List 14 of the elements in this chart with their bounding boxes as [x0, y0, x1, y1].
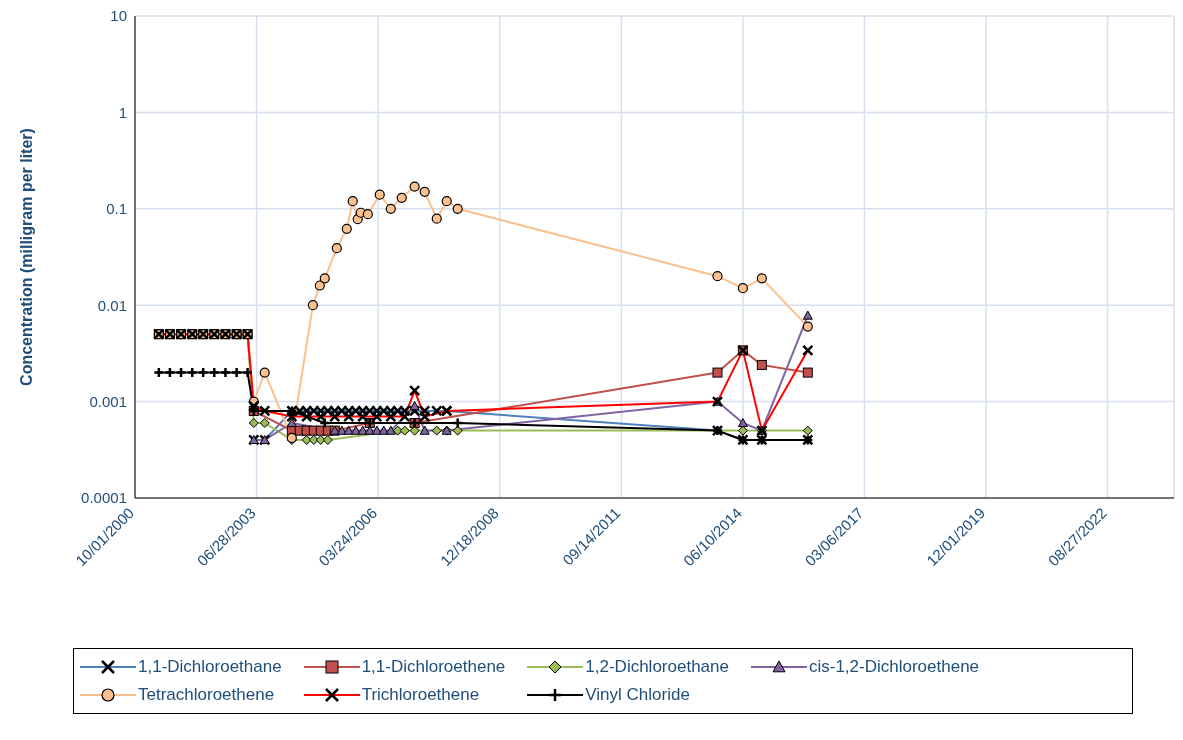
y-tick-label: 10: [110, 7, 127, 25]
y-tick-label: 0.001: [89, 392, 127, 410]
legend-label: Tetrachloroethene: [138, 685, 275, 705]
legend-label: cis-1,2-Dichloroethene: [808, 657, 980, 677]
legend-label: 1,2-Dichloroethane: [585, 657, 729, 677]
y-tick-label: 0.01: [97, 296, 127, 314]
y-tick-label: 0.0001: [81, 489, 127, 507]
y-tick-label: 1: [118, 103, 127, 121]
y-axis-title: Concentration (milligram per liter): [17, 128, 35, 386]
legend-label: Vinyl Chloride: [585, 685, 690, 705]
legend-label: 1,1-Dichloroethane: [138, 657, 282, 677]
legend-label: Trichloroethene: [361, 685, 480, 705]
legend-label: 1,1-Dichloroethene: [361, 657, 506, 677]
y-tick-label: 0.1: [106, 200, 127, 218]
